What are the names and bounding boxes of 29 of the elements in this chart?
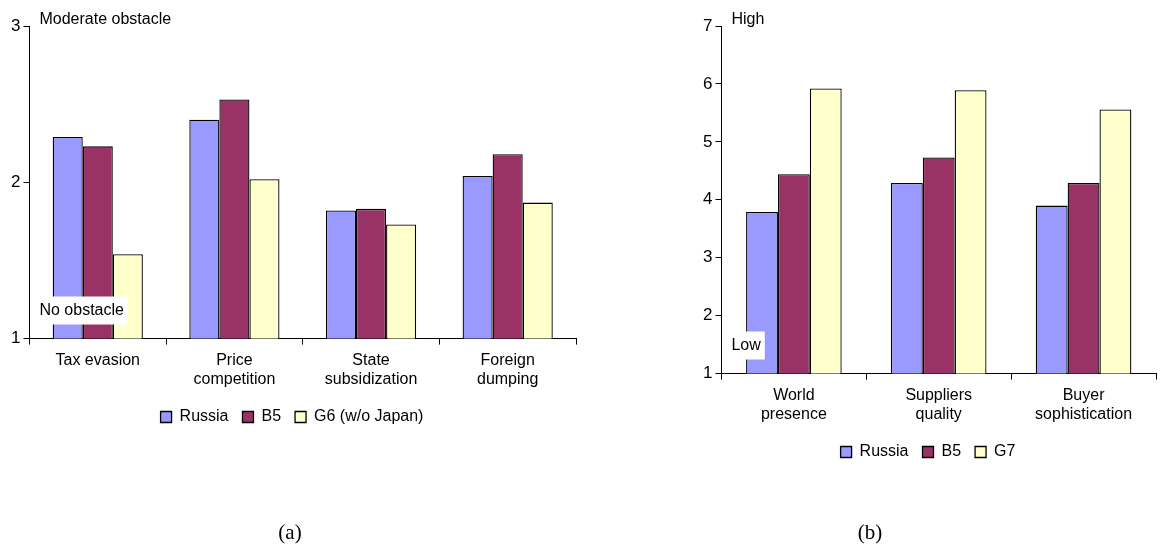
annotation: High — [731, 10, 765, 28]
y-tick-label: 7 — [702, 15, 713, 35]
legend-label: G6 (w/o Japan) — [314, 407, 424, 425]
annotation: Moderate obstacle — [39, 10, 172, 28]
annotation: Low — [731, 336, 762, 354]
legend-label: B5 — [261, 407, 282, 425]
y-tick-label: 2 — [702, 305, 713, 325]
y-tick-label: 4 — [702, 189, 713, 209]
text: (b) — [856, 520, 884, 545]
x-tick-label: Foreign dumping — [476, 350, 539, 387]
x-tick-label: World presence — [760, 385, 827, 422]
y-tick-label: 1 — [10, 328, 21, 348]
x-tick-label: Suppliers quality — [905, 385, 973, 422]
legend-label: G7 — [994, 442, 1016, 460]
x-tick-label: Buyer sophistication — [1035, 385, 1133, 422]
legend-label: Russia — [179, 407, 229, 425]
x-tick-label: Tax evasion — [55, 350, 141, 368]
text: (a) — [277, 520, 303, 545]
legend-label: B5 — [941, 442, 962, 460]
y-tick-label: 5 — [702, 131, 713, 151]
y-tick-label: 1 — [702, 363, 713, 383]
y-tick-label: 3 — [702, 247, 713, 267]
y-tick-label: 6 — [702, 73, 713, 93]
x-tick-label: Price competition — [193, 350, 276, 387]
annotation: No obstacle — [39, 301, 125, 319]
legend-label: Russia — [859, 442, 909, 460]
x-tick-label: State subsidization — [324, 350, 418, 387]
y-tick-label: 2 — [10, 171, 21, 191]
y-tick-label: 3 — [10, 15, 21, 35]
